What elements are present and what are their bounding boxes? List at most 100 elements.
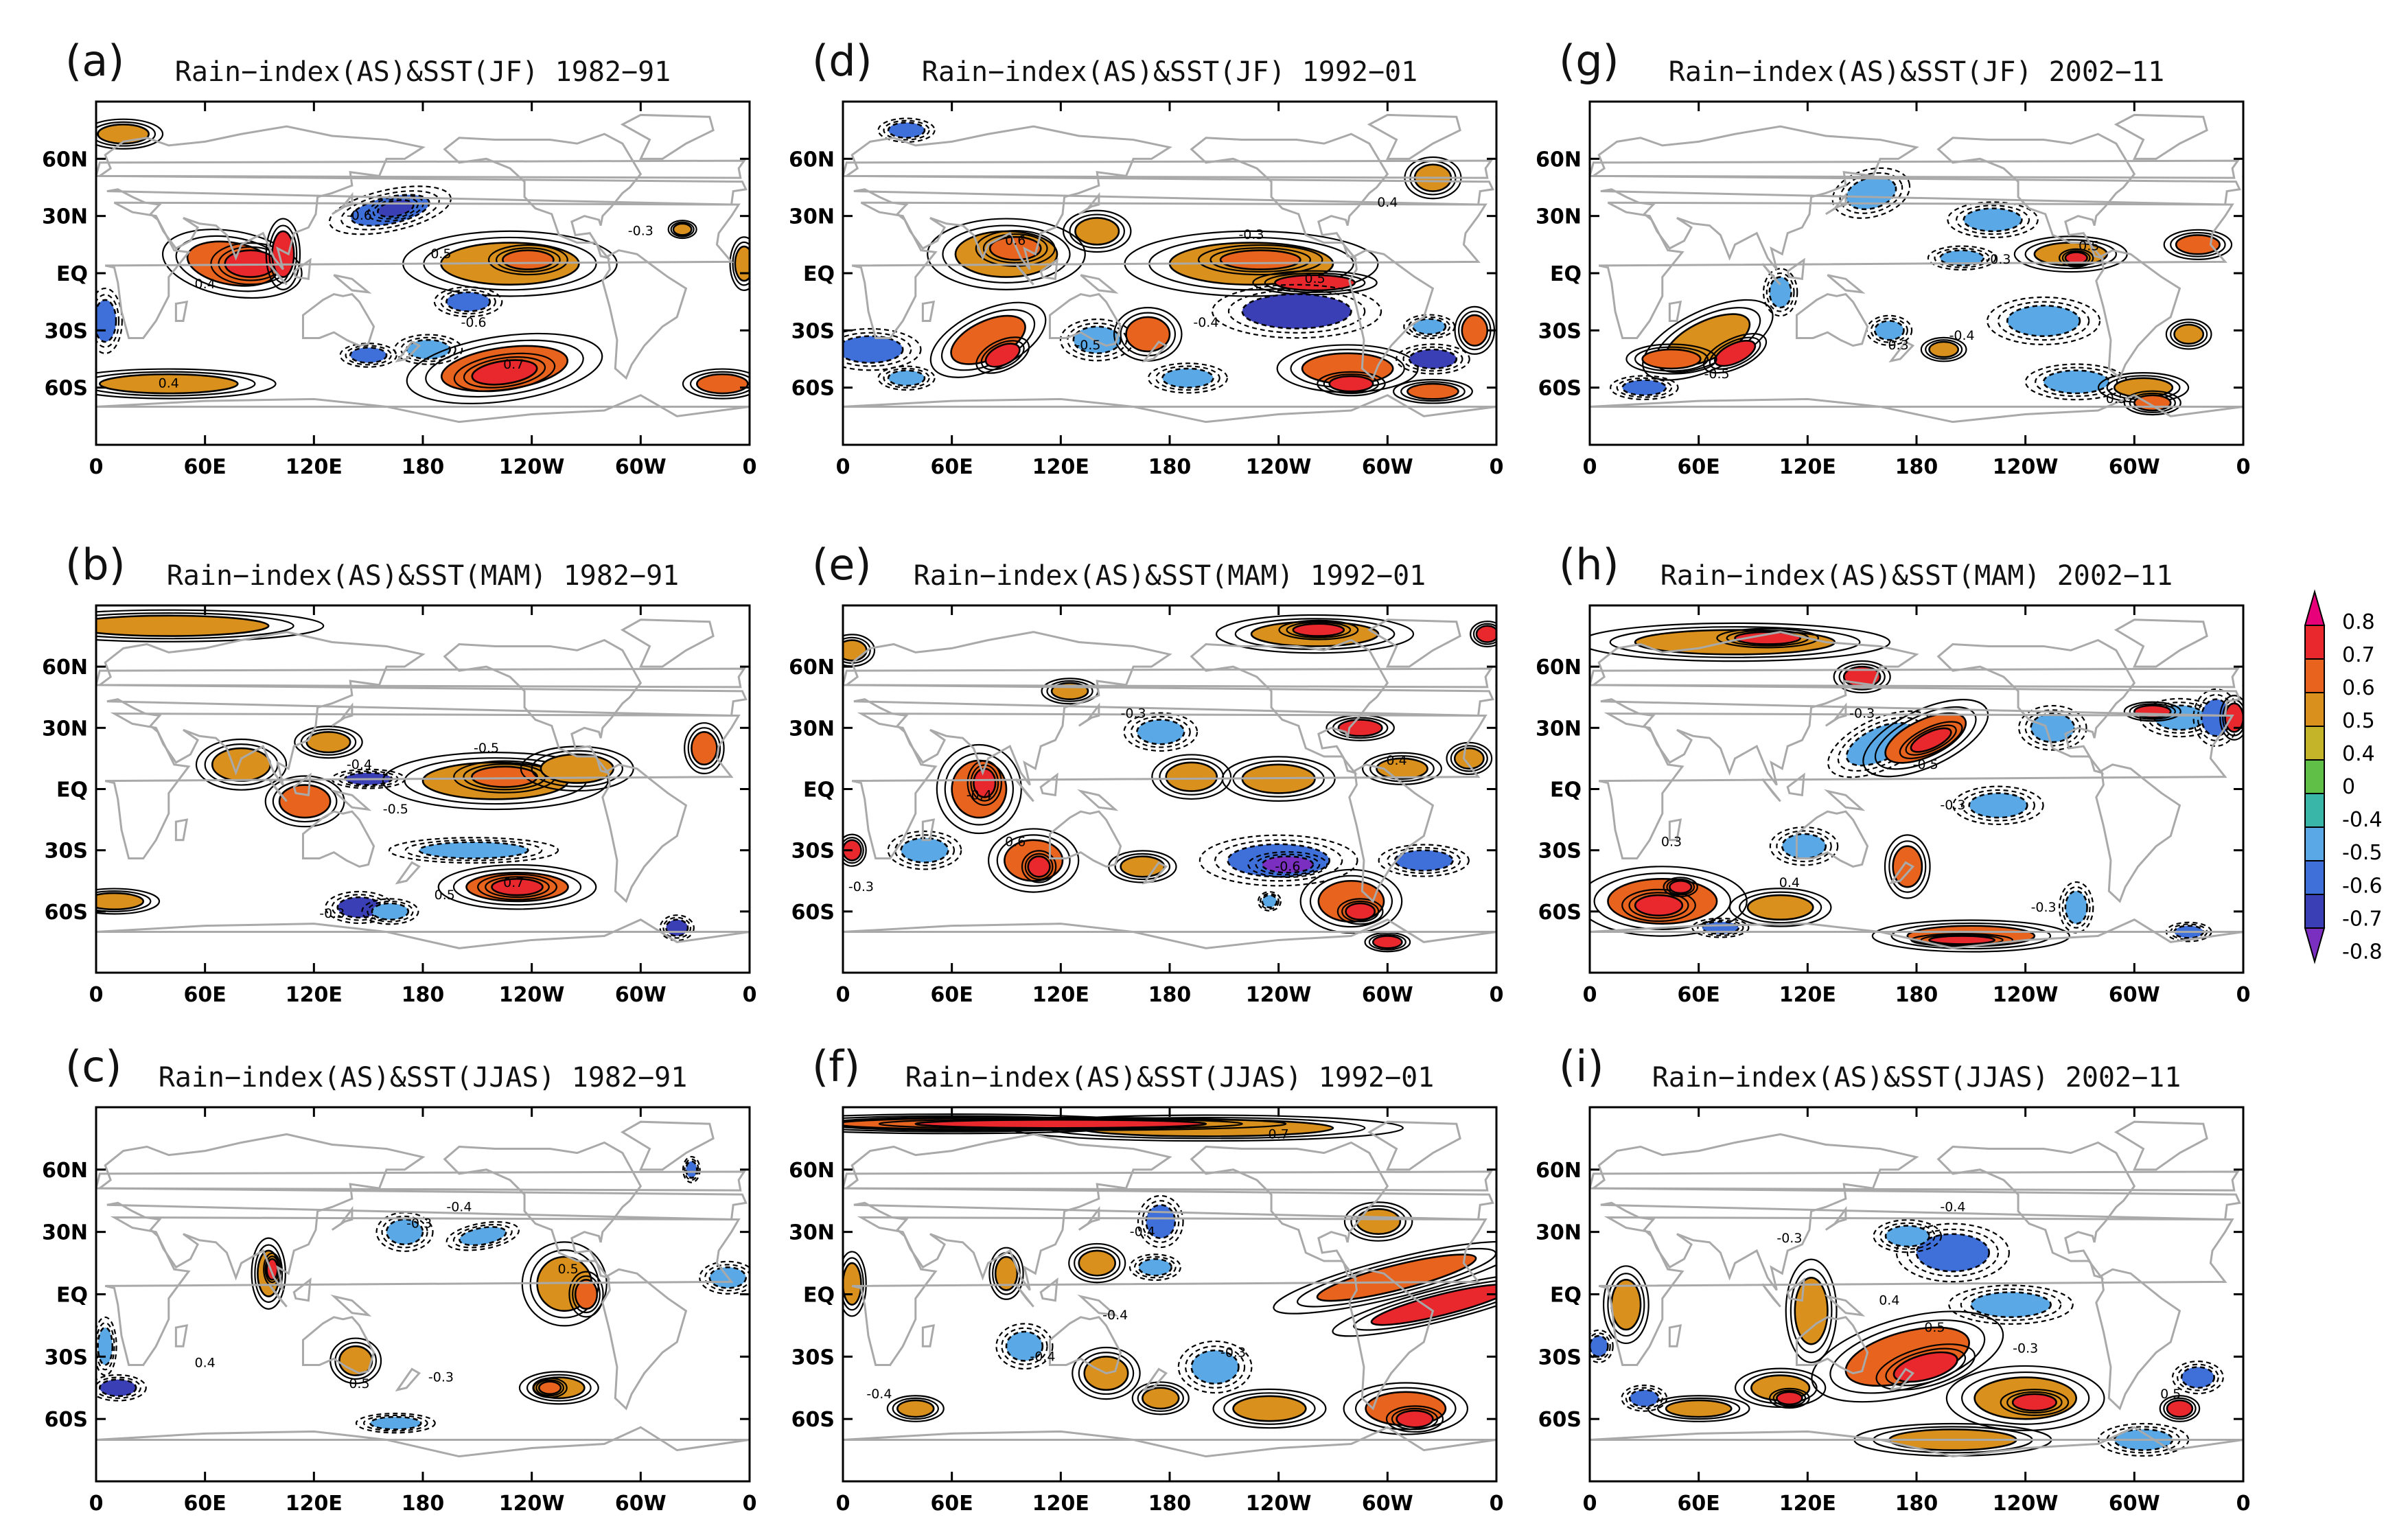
lat-tick-e: 30N: [789, 717, 835, 741]
coastline: [1348, 249, 1435, 380]
coastline: [1080, 274, 1119, 294]
lon-tick-h: 180: [1895, 983, 1938, 1007]
coastline: [96, 394, 750, 424]
anomaly-e-15: [887, 830, 962, 870]
coastline: [851, 713, 1487, 860]
lon-tick-d: 0: [1490, 455, 1504, 479]
lat-tick-c: 60N: [42, 1159, 88, 1183]
lat-tick-i: 30N: [1536, 1221, 1582, 1245]
lat-tick-c: 60S: [45, 1408, 88, 1432]
lon-tick-c: 180: [402, 1492, 445, 1516]
anomaly-f-7: [1343, 1201, 1413, 1242]
coastline: [843, 918, 1496, 949]
contour-label: -0.4: [1102, 1308, 1128, 1323]
panel-letter-e: (e): [812, 540, 872, 590]
coastline: [1598, 201, 2234, 339]
lon-tick-g: 60W: [2109, 455, 2160, 479]
anomaly-b-15: [388, 837, 559, 864]
coastline: [1348, 763, 1435, 903]
anomaly-c-11: [532, 1377, 568, 1398]
anomaly-d-7: [1212, 284, 1382, 339]
coastline: [174, 300, 189, 322]
contour-label: -0.3: [319, 906, 345, 921]
coastline: [443, 1141, 642, 1280]
coastline: [2323, 302, 2334, 321]
lon-tick-d: 0: [836, 455, 850, 479]
coastline: [1576, 820, 1587, 840]
coastline: [1888, 861, 1915, 885]
anomaly-i-4: [2000, 1389, 2070, 1416]
lon-tick-f: 0: [1490, 1492, 1504, 1516]
panel-e: (e) Rain−index(AS)&SST(MAM) 1992−01 -0.4 0.…: [789, 540, 1587, 1007]
anomaly-f-9: [1332, 1272, 1496, 1337]
contour-label: 0.5: [1924, 1320, 1945, 1335]
anomaly-f-10: [843, 1251, 867, 1317]
coastline: [1668, 300, 1682, 322]
anomaly-f-15: [1212, 1388, 1327, 1429]
contour-label: -0.5: [383, 802, 408, 817]
coastline: [1795, 1316, 1869, 1375]
lon-tick-c: 60W: [615, 1492, 667, 1516]
lon-tick-g: 0: [1583, 455, 1597, 479]
lon-tick-c: 0: [89, 1492, 104, 1516]
contour-label: -0.4: [866, 1387, 892, 1402]
coastline: [96, 631, 748, 786]
colorbar-segment: [2304, 589, 2326, 626]
contour-label: 0.5: [2160, 1387, 2181, 1402]
anomaly-b-2: [294, 726, 363, 759]
contour-label: 0.6: [1005, 835, 1026, 850]
map-area-e: -0.4 0.6 -0.3 0.4 -0.6 -0.3: [843, 605, 1587, 973]
anomaly-i-2: [1875, 1343, 1976, 1391]
lon-tick-f: 120W: [1246, 1492, 1312, 1516]
lat-tick-b: EQ: [56, 778, 88, 802]
contour-label: 0.5: [2106, 391, 2127, 406]
coastline: [1668, 1324, 1682, 1347]
coastline: [0, 765, 32, 901]
lat-tick-c: 30N: [42, 1221, 88, 1245]
lon-tick-d: 60W: [1362, 455, 1413, 479]
anomaly-g-17: [1762, 268, 1798, 317]
contour-label: 0.3: [1661, 835, 1682, 850]
anomaly-e-14: [1021, 850, 1057, 883]
anomaly-a-3: [265, 218, 301, 290]
contour-label: -0.4: [347, 757, 372, 772]
coastline: [331, 192, 354, 216]
panel-title-c: Rain−index(AS)&SST(JJAS) 1982−91: [159, 1062, 688, 1094]
lon-tick-b: 120E: [286, 983, 343, 1007]
lat-tick-d: 30N: [789, 205, 835, 229]
map-area-f: -0.4 -0.3 -0.4 -0.4 0.7 -0.4: [843, 1107, 1496, 1481]
colorbar-label: 0.6: [2342, 676, 2375, 700]
coastline: [292, 1277, 312, 1302]
lon-tick-d: 60E: [931, 455, 973, 479]
anomaly-d-3: [1062, 209, 1132, 253]
panel-f: (f) Rain−index(AS)&SST(JJAS) 1992−01-0.4-…: [789, 1041, 1504, 1516]
panel-c: (c) Rain−index(AS)&SST(JJAS) 1982−91-0.3-…: [42, 1041, 756, 1516]
panel-title-i: Rain−index(AS)&SST(JJAS) 2002−11: [1652, 1062, 2181, 1094]
coastline: [1348, 1268, 1435, 1411]
coastline: [2323, 1326, 2334, 1346]
lat-tick-f: EQ: [803, 1284, 835, 1308]
lat-tick-g: EQ: [1550, 262, 1582, 286]
coastline: [843, 631, 1494, 786]
anomaly-e-20: [1336, 898, 1384, 925]
coastline: [1761, 263, 1781, 286]
anomaly-h-15: [1884, 834, 1931, 899]
anomaly-i-7: [1873, 1219, 1943, 1253]
anomaly-d-20: [1454, 305, 1496, 355]
coastline: [1142, 1367, 1168, 1392]
map-area-a: 0.4 -0.6 0.7 -0.3 0.5 -0.6 0.4: [96, 102, 750, 445]
anomaly-d-10: [975, 336, 1030, 374]
coastline: [1761, 778, 1781, 802]
coastline: [1590, 1426, 2243, 1458]
coastline: [301, 292, 375, 347]
lat-tick-c: 30S: [45, 1345, 88, 1369]
colorbar-segment: [2304, 658, 2325, 693]
lon-tick-a: 0: [89, 455, 104, 479]
anomaly-a-14: [453, 352, 556, 393]
coastline: [96, 918, 750, 949]
lon-tick-b: 60W: [615, 983, 667, 1007]
lon-tick-h: 120E: [1779, 983, 1836, 1007]
coastline: [601, 249, 688, 380]
coastline: [851, 1216, 1487, 1366]
coastline: [96, 159, 746, 179]
